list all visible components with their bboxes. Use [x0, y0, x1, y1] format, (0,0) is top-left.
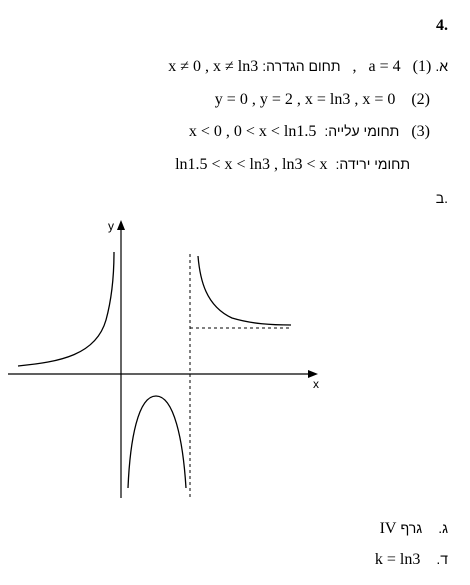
x-axis-label: x [313, 377, 319, 391]
asymptotes-value: y = 0 , y = 2 , x = ln3 , x = 0 [214, 91, 396, 108]
part-a-line-2: (2) y = 0 , y = 2 , x = ln3 , x = 0 [215, 90, 430, 110]
part-d-line: ד. k = ln3 [375, 549, 448, 570]
part-d-letter: ד. [436, 551, 448, 567]
y-axis-arrow-icon [117, 220, 125, 230]
item-1-number: (1) [412, 58, 432, 75]
curve-left-branch [17, 251, 115, 367]
decreasing-value: ln1.5 < x < ln3 , ln3 < x [175, 156, 328, 173]
domain-label: תחום הגדרה: [262, 58, 341, 74]
k-value: k = ln3 [374, 551, 421, 568]
a-value: a = 4 [368, 58, 401, 75]
part-b-letter: ב. [435, 190, 448, 206]
item-2-number: (2) [411, 91, 430, 108]
part-a-line-1: א. (1) a = 4 , תחום הגדרה: x ≠ 0 , x ≠ l… [168, 56, 448, 77]
graph-label: גרף [400, 520, 423, 536]
part-c-line: ג. גרף IV [380, 518, 448, 539]
function-graph: y x [8, 219, 319, 500]
question-number: 4. [436, 17, 448, 34]
domain-value: x ≠ 0 , x ≠ ln3 [168, 58, 259, 75]
part-a-line-3: (3) תחומי עלייה: x < 0 , 0 < x < ln1.5 [189, 121, 430, 142]
graph-value: IV [379, 520, 397, 537]
x-axis-arrow-icon [308, 370, 318, 378]
decreasing-label: תחומי ירידה: [335, 156, 410, 172]
separator: , [352, 58, 357, 75]
curve-middle-branch [127, 395, 187, 489]
y-axis-label: y [108, 219, 114, 233]
part-c-letter: ג. [438, 520, 448, 536]
increasing-value: x < 0 , 0 < x < ln1.5 [188, 123, 317, 140]
part-a-letter: א. [435, 58, 448, 74]
item-3-number: (3) [411, 123, 430, 140]
curve-right-branch [197, 255, 292, 326]
increasing-label: תחומי עלייה: [324, 123, 400, 139]
part-a-line-3b: תחומי ירידה: ln1.5 < x < ln3 , ln3 < x [175, 154, 410, 175]
